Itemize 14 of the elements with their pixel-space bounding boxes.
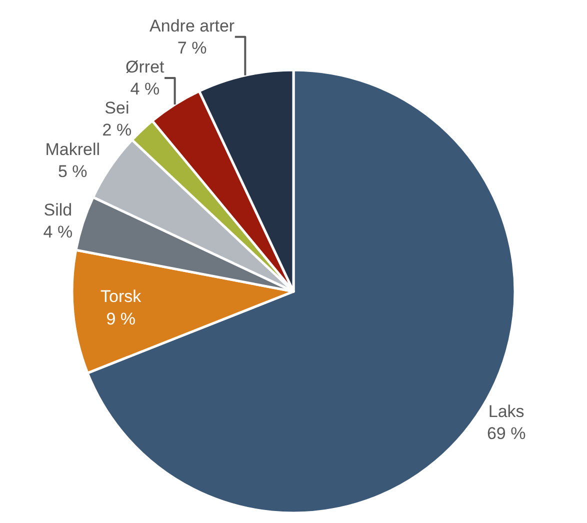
slice-label: Makrell <box>45 140 100 159</box>
data-label: 4 % <box>130 80 160 99</box>
data-label: 5 % <box>58 162 88 182</box>
data-label: 9 % <box>106 309 136 328</box>
slice-label: Andre arter <box>150 16 235 36</box>
data-label: 4 % <box>43 222 73 242</box>
data-label: 69 % <box>486 424 526 444</box>
data-label: 2 % <box>102 120 132 140</box>
slice-label: Ørret <box>126 57 165 76</box>
slice-label: Sei <box>104 98 130 118</box>
slice-label: Torsk <box>100 287 142 306</box>
slice-label: Sild <box>44 200 72 220</box>
data-label: 7 % <box>177 38 207 58</box>
slice-label: Laks <box>488 402 524 421</box>
